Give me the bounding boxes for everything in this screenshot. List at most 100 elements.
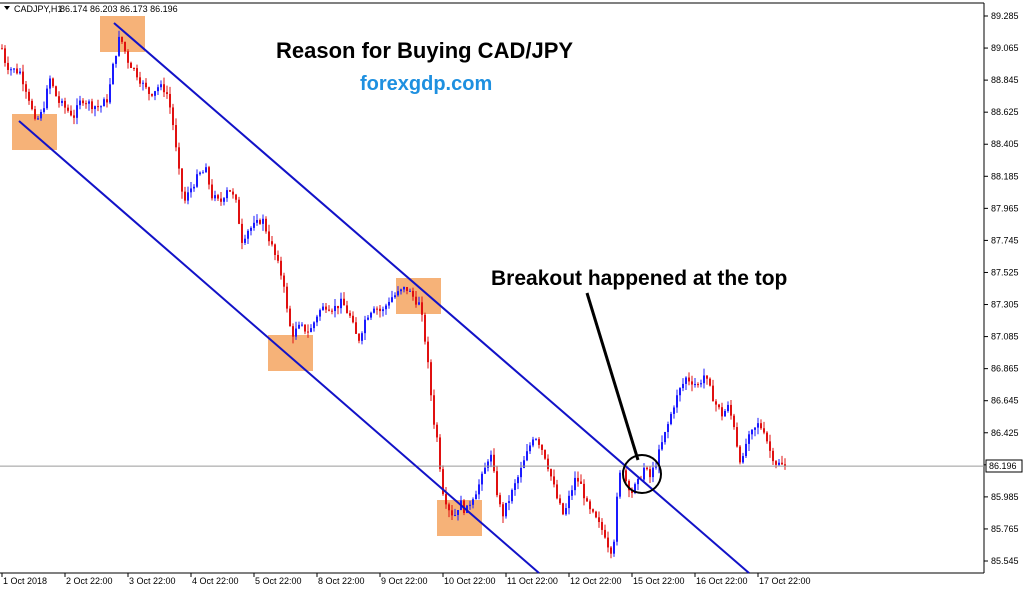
candle-body [718, 404, 720, 408]
candle-body [16, 68, 18, 74]
candle-body [241, 223, 243, 243]
candle-body [694, 384, 696, 386]
candle-body [397, 291, 399, 296]
candle-body [484, 467, 486, 474]
candle-body [760, 423, 762, 429]
candle-body [412, 290, 414, 297]
candle-body [769, 441, 771, 451]
candle-body [775, 461, 777, 465]
candle-body [601, 522, 603, 530]
candle-body [367, 317, 369, 320]
price-tick-label: 89.285 [991, 11, 1019, 21]
candle-body [40, 111, 42, 119]
candle-body [307, 331, 309, 333]
candle-body [475, 494, 477, 500]
candle-body [124, 41, 126, 52]
candle-body [577, 477, 579, 482]
candle-body [103, 99, 105, 107]
candle-body [478, 484, 480, 495]
candle-body [391, 297, 393, 302]
candle-body [133, 67, 135, 69]
candle-body [274, 244, 276, 255]
candle-body [742, 456, 744, 463]
candle-body [508, 501, 510, 503]
candle-body [76, 105, 78, 118]
highlight-zone [268, 335, 313, 371]
price-tick-label: 88.845 [991, 75, 1019, 85]
candle-body [691, 381, 693, 385]
candle-body [343, 298, 345, 306]
header-dropdown-icon[interactable] [4, 6, 10, 10]
candle-body [172, 107, 174, 126]
candle-body [520, 467, 522, 478]
candle-body [385, 305, 387, 310]
candle-body [559, 498, 561, 504]
candle-body [262, 218, 264, 224]
candle-body [160, 84, 162, 88]
candle-body [154, 91, 156, 96]
candle-body [421, 302, 423, 315]
candle-body [217, 195, 219, 199]
candle-body [382, 309, 384, 312]
candle-body [265, 218, 267, 232]
candle-body [352, 315, 354, 323]
candle-body [619, 472, 621, 497]
candle-body [37, 118, 39, 120]
candle-body [340, 298, 342, 309]
candle-body [19, 71, 21, 74]
candle-body [268, 231, 270, 242]
candle-body [238, 199, 240, 224]
candle-body [1, 48, 3, 50]
candle-body [244, 238, 246, 243]
candle-body [643, 467, 645, 480]
candle-body [706, 375, 708, 379]
candle-body [151, 93, 153, 96]
candle-body [574, 477, 576, 491]
header-ohlc: 86.174 86.203 86.173 86.196 [60, 4, 178, 14]
candle-body [355, 322, 357, 334]
candle-body [514, 483, 516, 490]
candle-body [565, 508, 567, 515]
candle-body [301, 324, 303, 326]
candle-body [85, 103, 87, 105]
candle-body [604, 529, 606, 538]
candle-body [439, 437, 441, 470]
annotation-pointer [585, 292, 640, 461]
price-tick-label: 85.985 [991, 492, 1019, 502]
candle-body [454, 515, 456, 517]
candle-body [637, 478, 639, 485]
candle-body [10, 69, 12, 71]
candle-body [193, 186, 195, 189]
price-tick-label: 87.745 [991, 235, 1019, 245]
candle-body [328, 309, 330, 311]
candle-body [190, 188, 192, 193]
time-tick-label: 1 Oct 2018 [3, 576, 47, 586]
candle-body [568, 495, 570, 509]
candle-body [442, 469, 444, 495]
candle-body [613, 541, 615, 554]
price-tick-label: 86.865 [991, 364, 1019, 374]
candle-body [526, 451, 528, 461]
candle-body [61, 100, 63, 103]
candle-body [202, 172, 204, 174]
candle-body [349, 313, 351, 316]
candle-body [235, 194, 237, 200]
candle-body [745, 443, 747, 457]
candle-body [169, 93, 171, 108]
candle-body [337, 305, 339, 309]
candle-body [220, 198, 222, 202]
candle-body [115, 55, 117, 64]
candle-body [52, 78, 54, 87]
channel-lower-line [18, 120, 540, 574]
candle-body [493, 454, 495, 472]
candle-body [406, 286, 408, 291]
candle-body [175, 125, 177, 148]
candle-body [739, 446, 741, 463]
time-tick-label: 11 Oct 22:00 [507, 576, 558, 586]
candle-body [379, 308, 381, 312]
candle-body [679, 388, 681, 396]
price-tick-label: 86.645 [991, 396, 1019, 406]
candle-body [127, 51, 129, 63]
